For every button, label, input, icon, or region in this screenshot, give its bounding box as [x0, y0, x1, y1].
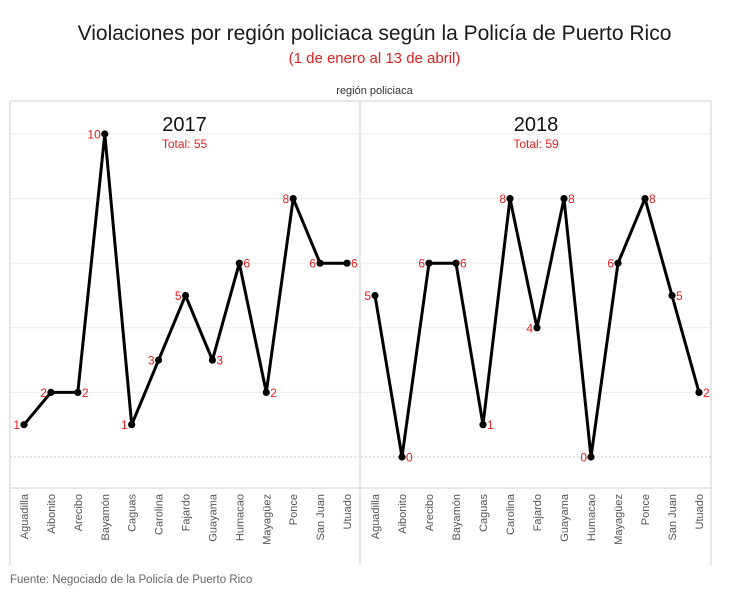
- data-label: 1: [487, 418, 494, 432]
- data-label: 5: [364, 289, 371, 303]
- x-tick-label: Utuado: [694, 494, 706, 529]
- x-tick-label: Arecibo: [424, 494, 436, 531]
- chart-subtitle: (1 de enero al 13 de abril): [288, 50, 461, 67]
- x-tick-label: Arecibo: [73, 494, 85, 531]
- data-point: [316, 259, 324, 267]
- data-label: 1: [13, 418, 20, 432]
- data-label: 5: [676, 289, 683, 303]
- data-point: [398, 453, 406, 461]
- x-tick-label: Aguadilla: [19, 493, 31, 539]
- data-point: [101, 130, 109, 138]
- x-tick-label: Aguadilla: [370, 493, 382, 539]
- data-point: [695, 388, 703, 396]
- x-tick-label: Carolina: [505, 493, 517, 535]
- x-tick-label: Mayagüez: [261, 494, 273, 545]
- data-label: 3: [216, 354, 223, 368]
- x-tick-label: Fajardo: [532, 494, 544, 531]
- data-label: 6: [351, 257, 358, 271]
- x-tick-label: Humacao: [234, 494, 246, 541]
- x-tick-label: Bayamón: [451, 494, 463, 540]
- panel-total: Total: 55: [162, 137, 208, 151]
- data-point: [668, 291, 676, 300]
- data-point: [262, 388, 270, 396]
- data-label: 8: [499, 192, 506, 206]
- x-tick-label: Fajardo: [181, 494, 193, 531]
- x-tick-label: Guayama: [559, 493, 571, 542]
- x-tick-label: Ponce: [640, 494, 652, 525]
- data-point: [587, 453, 595, 461]
- data-label: 6: [243, 257, 250, 271]
- column-header: región policiaca: [336, 85, 413, 97]
- data-point: [128, 421, 136, 429]
- data-point: [506, 195, 514, 203]
- x-tick-label: Utuado: [342, 494, 354, 529]
- chart-title: Violaciones por región policiaca según l…: [77, 22, 672, 45]
- data-label: 6: [607, 257, 614, 271]
- data-label: 6: [418, 257, 425, 271]
- x-tick-label: San Juan: [667, 494, 679, 540]
- data-point: [289, 195, 297, 203]
- x-tick-label: Mayagüez: [613, 494, 625, 545]
- x-tick-label: Caguas: [478, 494, 490, 532]
- data-point: [343, 259, 351, 267]
- data-label: 8: [568, 192, 575, 206]
- data-point: [181, 291, 190, 300]
- data-point: [47, 388, 55, 396]
- data-point: [235, 259, 243, 267]
- x-tick-label: Ponce: [288, 494, 300, 525]
- data-point: [614, 259, 622, 267]
- source-note: Fuente: Negociado de la Policía de Puert…: [10, 574, 253, 586]
- data-label: 10: [87, 128, 101, 142]
- x-tick-label: Caguas: [127, 494, 139, 532]
- x-tick-label: Humacao: [586, 494, 598, 541]
- series-line: [22, 132, 349, 427]
- panel-title: 2017: [162, 114, 207, 136]
- x-tick-label: Carolina: [154, 493, 166, 535]
- data-point: [208, 356, 217, 364]
- data-point: [641, 195, 649, 203]
- data-label: 4: [526, 321, 533, 335]
- data-label: 2: [270, 386, 277, 400]
- data-point: [479, 421, 487, 429]
- data-label: 3: [148, 354, 155, 368]
- x-tick-label: Guayama: [207, 493, 219, 542]
- x-tick-label: Aibonito: [46, 494, 58, 534]
- x-tick-label: San Juan: [315, 494, 327, 540]
- x-tick-label: Bayamón: [100, 494, 112, 540]
- data-point: [74, 388, 82, 396]
- data-label: 8: [282, 192, 289, 206]
- data-label: 2: [703, 386, 710, 400]
- data-label: 8: [649, 192, 656, 206]
- data-point: [560, 195, 568, 203]
- data-point: [20, 421, 28, 429]
- data-point: [371, 291, 379, 300]
- data-label: 5: [175, 289, 182, 303]
- data-label: 2: [82, 386, 89, 400]
- data-point: [452, 259, 460, 267]
- data-label: 6: [309, 257, 316, 271]
- panel-total: Total: 59: [513, 137, 559, 151]
- data-point: [425, 259, 433, 267]
- data-point: [533, 324, 541, 332]
- data-label: 0: [580, 451, 587, 465]
- data-label: 0: [406, 451, 413, 465]
- x-tick-label: Aibonito: [397, 494, 409, 534]
- data-label: 1: [121, 418, 128, 432]
- data-label: 6: [460, 257, 467, 271]
- data-point: [154, 356, 163, 364]
- panel-title: 2018: [514, 114, 559, 136]
- data-label: 2: [40, 386, 47, 400]
